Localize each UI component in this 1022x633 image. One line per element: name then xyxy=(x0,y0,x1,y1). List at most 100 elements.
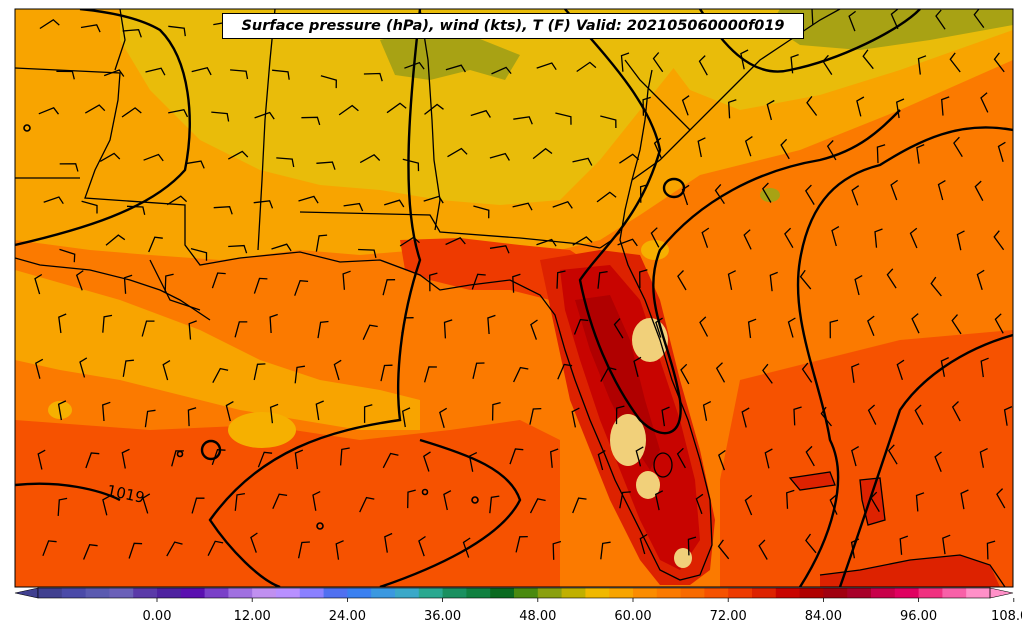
wind-barb xyxy=(681,184,690,206)
colorbar-swatch xyxy=(395,588,420,598)
wind-barb xyxy=(253,277,268,294)
wind-barb xyxy=(555,112,572,125)
wind-barb xyxy=(529,407,542,425)
wind-barb xyxy=(874,228,883,248)
colorbar-tick-label: 48.00 xyxy=(519,609,556,624)
colorbar-extend-high xyxy=(989,587,1014,599)
wind-barb xyxy=(143,153,164,162)
wind-barb xyxy=(509,448,524,465)
wind-barb xyxy=(597,270,608,289)
wind-barb xyxy=(951,314,962,335)
wind-barb xyxy=(676,447,686,469)
wind-barb xyxy=(471,273,486,290)
wind-barb xyxy=(211,111,230,122)
wind-barb xyxy=(489,245,510,254)
wind-barb xyxy=(744,136,753,157)
wind-barb xyxy=(867,315,875,337)
colorbar-swatch xyxy=(942,588,967,598)
wind-barb xyxy=(851,185,860,206)
colorbar-swatch xyxy=(228,588,253,598)
wind-barb xyxy=(225,401,234,422)
wind-barb xyxy=(491,401,501,421)
wind-barb xyxy=(572,157,593,166)
wind-barb xyxy=(956,230,965,251)
colorbar-swatch xyxy=(252,588,277,598)
colorbar-swatch xyxy=(85,588,110,598)
wind-barb xyxy=(145,67,166,76)
wind-barb xyxy=(758,539,768,560)
wind-barb xyxy=(342,270,351,290)
wind-barb xyxy=(941,96,950,116)
wind-barb xyxy=(399,236,420,247)
wind-barb xyxy=(59,248,76,263)
wind-barb xyxy=(338,104,359,116)
map-plot-area: 1019 xyxy=(15,9,1013,587)
colorbar-swatch xyxy=(276,588,301,598)
colorbar-swatch xyxy=(823,588,848,598)
wind-barb xyxy=(191,67,212,76)
wind-barb xyxy=(301,116,321,126)
wind-barb xyxy=(384,532,393,553)
wind-barb xyxy=(951,401,961,422)
wind-barb xyxy=(121,448,130,469)
wind-barb xyxy=(851,363,860,383)
wind-barb xyxy=(213,206,233,215)
wind-barb xyxy=(207,540,224,556)
wind-barb xyxy=(766,99,775,121)
wind-barb xyxy=(1003,406,1013,426)
wind-barb xyxy=(639,533,648,555)
colorbar-swatch xyxy=(204,588,229,598)
wind-barb xyxy=(164,273,174,293)
wind-barb xyxy=(571,407,580,428)
wind-barb xyxy=(276,157,295,168)
wind-barb xyxy=(489,495,500,514)
wind-barb xyxy=(799,269,812,290)
wind-barb xyxy=(917,55,927,75)
island-cuba-hot xyxy=(820,555,1000,587)
colorbar-swatch xyxy=(466,588,491,598)
wind-barb xyxy=(677,270,687,291)
wind-barb xyxy=(650,227,660,248)
wind-barb xyxy=(105,234,126,246)
wind-barb xyxy=(870,491,880,513)
wind-barb xyxy=(445,237,466,246)
wind-barb xyxy=(212,367,229,384)
wind-barb xyxy=(187,407,197,427)
wind-barb xyxy=(271,243,292,252)
wind-barb xyxy=(141,320,155,337)
wind-barb xyxy=(363,404,373,423)
colorbar-swatch xyxy=(871,588,896,598)
wind-barb xyxy=(401,317,414,334)
colorbar-swatch xyxy=(133,588,158,598)
colorbar-swatch xyxy=(728,588,753,598)
wind-barb xyxy=(75,270,84,291)
wind-barb xyxy=(513,366,529,383)
wind-barb xyxy=(784,227,794,249)
wind-barb xyxy=(359,496,375,513)
wind-barb xyxy=(234,492,246,511)
colorbar-tick-label: 24.00 xyxy=(329,609,366,624)
wind-barb xyxy=(473,205,490,219)
colorbar-swatch xyxy=(704,588,729,598)
colorbar-swatch xyxy=(442,588,467,598)
wind-barb xyxy=(532,147,553,160)
wind-barb xyxy=(447,147,468,158)
wind-barb xyxy=(728,99,737,119)
wind-barb xyxy=(652,52,664,73)
wind-barb xyxy=(339,447,350,466)
colorbar-tick-label: 96.00 xyxy=(900,609,937,624)
wind-barb xyxy=(786,489,795,509)
wind-barb xyxy=(43,196,64,205)
colorbar-swatch xyxy=(490,588,515,598)
wind-barb xyxy=(443,319,453,339)
wind-barb xyxy=(911,313,920,334)
wind-barb xyxy=(443,490,452,511)
wind-barb xyxy=(59,163,79,172)
colorbar-swatch xyxy=(299,588,325,598)
wind-barb xyxy=(974,180,984,202)
wind-barb xyxy=(850,538,860,559)
wind-barb xyxy=(909,227,918,249)
wind-barb xyxy=(424,103,444,115)
wind-barb xyxy=(764,448,773,469)
wind-barb xyxy=(934,451,942,472)
